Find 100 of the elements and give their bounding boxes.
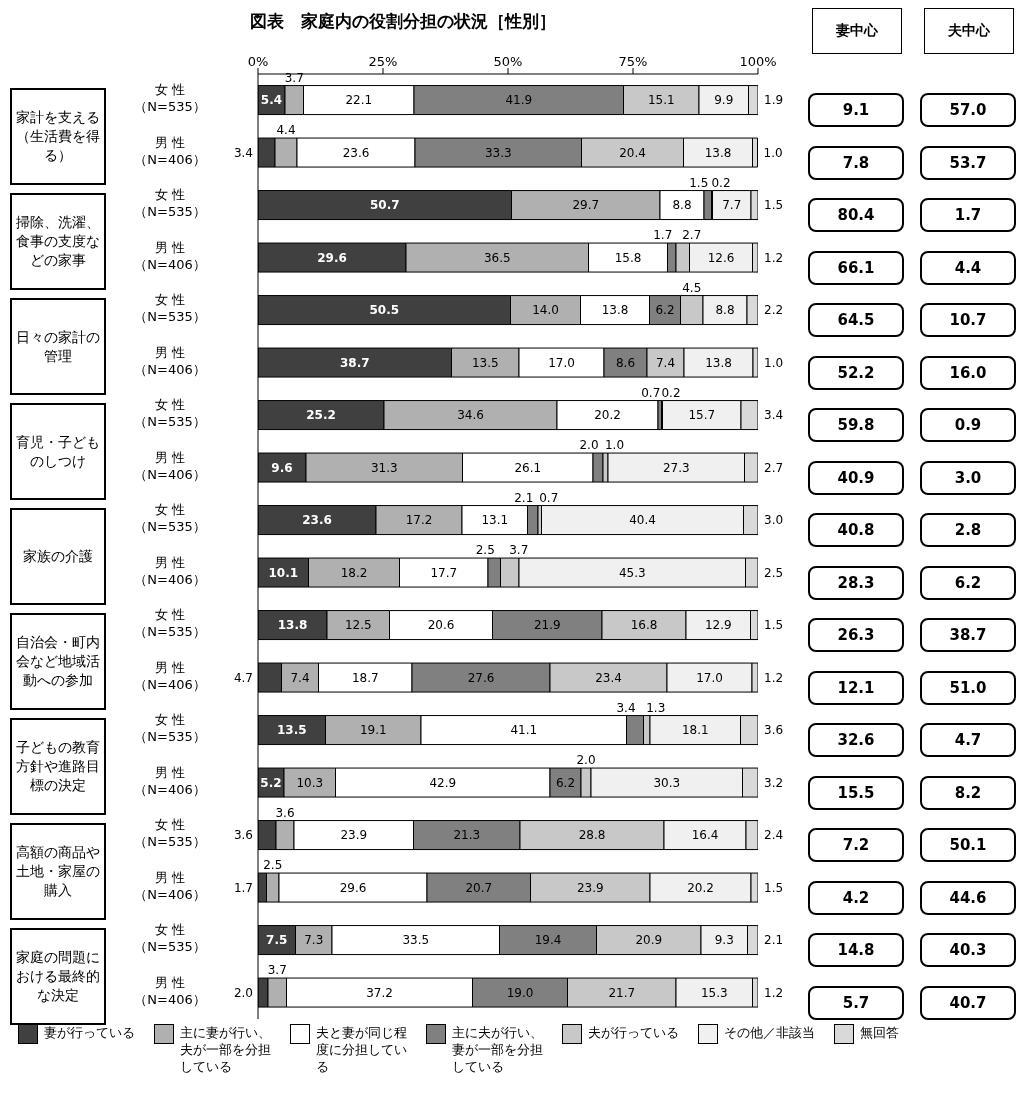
data-label: 13.5 xyxy=(471,355,499,370)
y-tick-label: 男 性（N=406） xyxy=(134,659,206,692)
y-tick-label: 男 性（N=406） xyxy=(134,344,206,377)
data-label: 9.6 xyxy=(271,460,293,475)
y-tick-label: 男 性（N=406） xyxy=(134,974,206,1007)
y-tick-label: 女 性（N=535） xyxy=(134,922,206,955)
data-label: 1.5 xyxy=(764,198,784,213)
data-label: 6.2 xyxy=(555,775,576,790)
text: 子どもの教育方針や進路目標の決定 xyxy=(16,738,100,795)
text: 4.2 xyxy=(808,880,904,915)
data-label: 15.3 xyxy=(700,985,728,1000)
data-label: 0.7 xyxy=(641,385,661,400)
text: 16.0 xyxy=(920,355,1016,390)
data-label: 38.7 xyxy=(339,355,370,370)
data-label: 1.0 xyxy=(763,145,783,160)
data-label: 18.2 xyxy=(340,565,368,580)
data-label: 2.5 xyxy=(764,565,784,580)
x-tick-label: 0% xyxy=(247,54,269,69)
text: 80.4 xyxy=(808,198,904,233)
data-label: 21.7 xyxy=(608,985,636,1000)
data-label: 19.4 xyxy=(534,933,562,948)
data-label: 22.1 xyxy=(345,93,373,108)
data-label: 3.6 xyxy=(275,805,295,820)
y-tick-label: 女 性（N=535） xyxy=(134,292,206,325)
data-label: 7.4 xyxy=(290,670,310,685)
text: 5.7 xyxy=(808,985,904,1020)
x-tick-label: 75% xyxy=(618,54,648,69)
data-label: 6.2 xyxy=(655,303,675,318)
data-label: 15.7 xyxy=(688,408,716,423)
text: 8.2 xyxy=(920,775,1016,810)
data-label: 13.8 xyxy=(705,355,732,370)
y-tick-label: 男 性（N=406） xyxy=(134,764,206,797)
text: 52.2 xyxy=(808,355,904,390)
data-label: 30.3 xyxy=(653,775,681,790)
data-label: 13.8 xyxy=(704,145,732,160)
data-label: 3.6 xyxy=(233,828,253,843)
data-label: 21.9 xyxy=(533,618,561,633)
data-label: 18.7 xyxy=(351,670,379,685)
chart-title: 図表 家庭内の役割分担の状況［性別］ xyxy=(249,10,557,33)
data-label: 40.4 xyxy=(629,513,656,528)
data-label: 29.6 xyxy=(317,250,347,265)
text: 7.8 xyxy=(808,145,904,180)
data-label: 8.6 xyxy=(615,355,636,370)
data-label: 9.3 xyxy=(714,933,734,948)
data-label: 3.4 xyxy=(764,408,784,423)
data-label: 1.0 xyxy=(604,438,625,453)
y-tick-label: 男 性（N=406） xyxy=(134,554,206,587)
data-label: 17.0 xyxy=(548,355,575,370)
data-label: 4.4 xyxy=(276,123,296,138)
text: 6.2 xyxy=(920,565,1016,600)
text: 10.7 xyxy=(920,303,1016,338)
data-label: 31.3 xyxy=(370,460,398,475)
data-label: 1.5 xyxy=(764,618,784,633)
data-label: 10.3 xyxy=(296,775,324,790)
data-label: 33.5 xyxy=(402,933,430,948)
text: 57.0 xyxy=(920,93,1016,128)
data-label: 7.5 xyxy=(266,933,288,948)
data-label: 37.2 xyxy=(366,985,393,1000)
text: 51.0 xyxy=(920,670,1016,705)
data-label: 3.7 xyxy=(509,543,529,558)
data-label: 20.4 xyxy=(619,145,646,160)
data-label: 2.4 xyxy=(764,828,784,843)
data-label: 45.3 xyxy=(618,565,646,580)
data-label: 15.8 xyxy=(614,250,642,265)
data-label: 16.4 xyxy=(691,828,719,843)
data-label: 42.9 xyxy=(429,775,457,790)
legend-label: 無回答 xyxy=(860,1024,900,1041)
data-label: 2.1 xyxy=(514,490,534,505)
data-label: 10.1 xyxy=(268,565,299,580)
data-label: 1.3 xyxy=(646,700,666,715)
data-label: 20.7 xyxy=(465,880,493,895)
data-label: 23.9 xyxy=(340,828,368,843)
y-tick-label: 男 性（N=406） xyxy=(134,239,206,272)
data-label: 7.7 xyxy=(722,198,742,213)
data-label: 1.2 xyxy=(764,250,784,265)
data-label: 2.0 xyxy=(579,438,599,453)
data-label: 41.9 xyxy=(505,93,533,108)
text: 40.7 xyxy=(920,985,1016,1020)
data-label: 12.5 xyxy=(344,618,372,633)
data-label: 1.2 xyxy=(764,985,784,1000)
data-label: 50.5 xyxy=(369,303,400,318)
text: 夫中心 xyxy=(924,8,1014,54)
data-label: 20.6 xyxy=(427,618,455,633)
data-label: 3.0 xyxy=(764,513,784,528)
data-label: 12.6 xyxy=(707,250,735,265)
text: 9.1 xyxy=(808,93,904,128)
data-label: 23.6 xyxy=(302,513,332,528)
data-label: 15.1 xyxy=(647,93,675,108)
y-tick-label: 女 性（N=535） xyxy=(134,82,206,115)
data-label: 2.7 xyxy=(682,228,702,243)
data-label: 23.9 xyxy=(576,880,604,895)
data-label: 0.2 xyxy=(711,175,731,190)
data-label: 2.0 xyxy=(576,753,596,768)
text: 家庭の問題における最終的な決定 xyxy=(16,948,100,1005)
data-label: 27.6 xyxy=(467,670,495,685)
data-label: 14.0 xyxy=(532,303,559,318)
data-label: 33.3 xyxy=(484,145,512,160)
text: 4.7 xyxy=(920,723,1016,758)
data-label: 7.3 xyxy=(304,933,324,948)
data-label: 9.9 xyxy=(714,93,734,108)
